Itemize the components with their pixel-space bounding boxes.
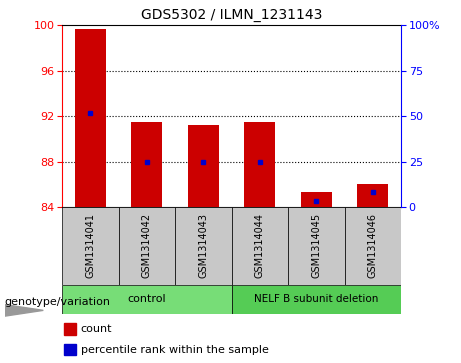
Text: GSM1314042: GSM1314042: [142, 213, 152, 278]
Bar: [244, 122, 275, 207]
Bar: [62, 285, 231, 314]
Bar: [231, 207, 288, 285]
Bar: [301, 192, 332, 207]
Bar: [75, 29, 106, 207]
Bar: [131, 122, 162, 207]
Polygon shape: [5, 305, 43, 316]
Text: count: count: [81, 324, 112, 334]
Bar: [175, 207, 231, 285]
Bar: [64, 323, 76, 335]
Title: GDS5302 / ILMN_1231143: GDS5302 / ILMN_1231143: [141, 8, 322, 22]
Bar: [357, 184, 388, 207]
Text: GSM1314041: GSM1314041: [85, 213, 95, 278]
Text: GSM1314044: GSM1314044: [255, 213, 265, 278]
Text: percentile rank within the sample: percentile rank within the sample: [81, 345, 269, 355]
Bar: [64, 344, 76, 355]
Text: GSM1314046: GSM1314046: [368, 213, 378, 278]
Text: control: control: [128, 294, 166, 305]
Bar: [231, 285, 401, 314]
Bar: [344, 207, 401, 285]
Text: GSM1314045: GSM1314045: [311, 213, 321, 278]
Bar: [62, 207, 118, 285]
Bar: [118, 207, 175, 285]
Text: GSM1314043: GSM1314043: [198, 213, 208, 278]
Text: genotype/variation: genotype/variation: [5, 297, 111, 307]
Bar: [288, 207, 344, 285]
Text: NELF B subunit deletion: NELF B subunit deletion: [254, 294, 378, 305]
Bar: [188, 125, 219, 207]
